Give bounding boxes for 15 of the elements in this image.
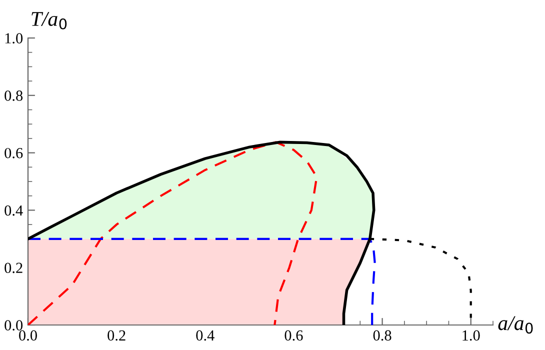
- line-series: [28, 141, 318, 325]
- y-tick-label: 0.4: [4, 205, 23, 216]
- x-tick-label: 0.8: [373, 330, 392, 341]
- y-tick-label: 1.0: [5, 33, 23, 44]
- x-tick-label: 0.4: [196, 330, 214, 341]
- x-axis-title: a/a$_{0}$: [498, 316, 533, 334]
- x-tick-label: 0.0: [19, 330, 37, 341]
- y-tick-label: 0.0: [4, 320, 23, 331]
- x-tick-label: 1.0: [462, 330, 480, 341]
- x-tick-label: 0.2: [108, 330, 126, 341]
- y-tick-label: 0.8: [4, 90, 23, 101]
- y-tick-label: 0.2: [4, 262, 22, 274]
- x-tick-label: 0.6: [284, 330, 303, 341]
- y-axis-title: T/a$_{0}$: [32, 12, 67, 30]
- y-tick-label: 0.6: [4, 148, 23, 158]
